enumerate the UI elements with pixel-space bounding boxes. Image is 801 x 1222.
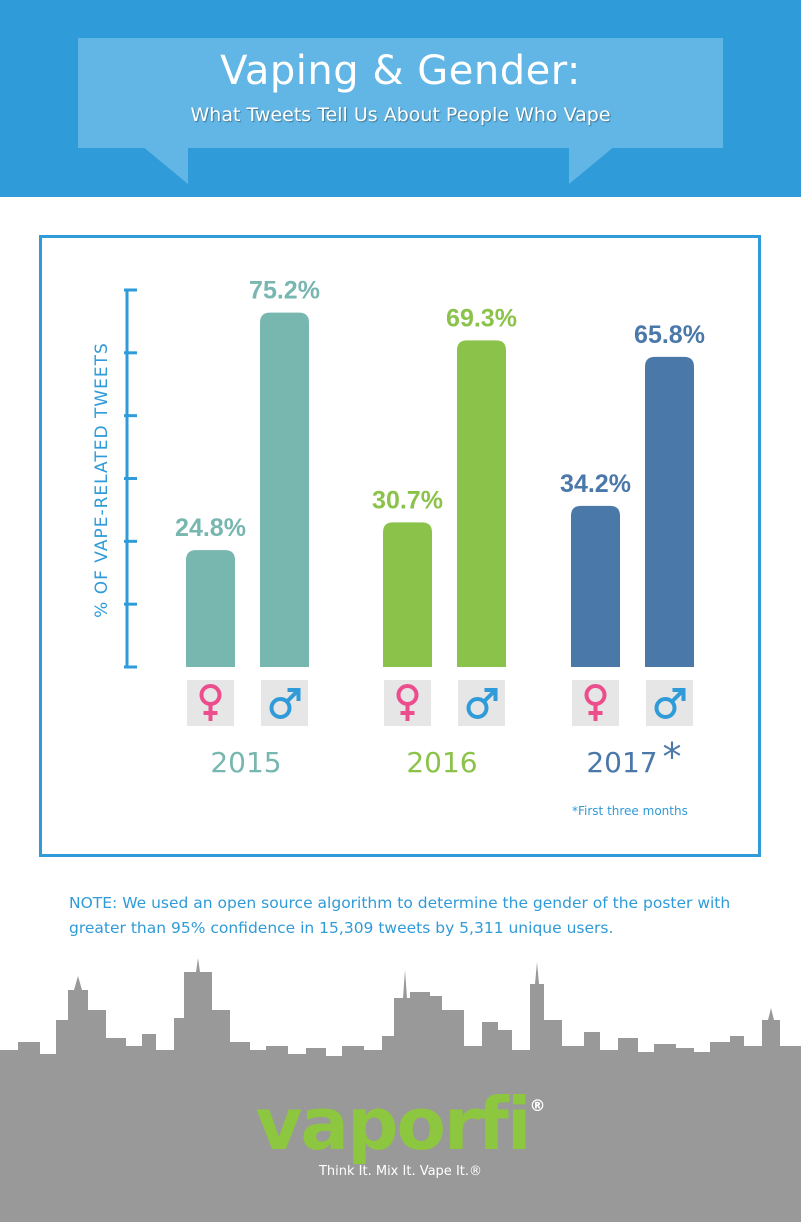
skyline-building [266,1046,288,1222]
speech-bubble-tail-right [569,146,615,184]
male-symbol-arrow [482,690,495,704]
skyline-building [762,1020,780,1222]
page-subtitle: What Tweets Tell Us About People Who Vap… [190,104,611,126]
male-symbol-icon [466,697,489,719]
male-symbol-icon [654,697,677,719]
data-label: 30.7% [372,486,443,514]
skyline-building [184,972,212,1222]
skyline-building [212,1010,230,1222]
skyline-building [306,1048,326,1222]
page-title: Vaping & Gender: [220,48,581,94]
bar [260,312,309,667]
methodology-note: NOTE: We used an open source algorithm t… [69,894,731,937]
skyline-spire [403,970,407,998]
skyline-building [562,1046,584,1222]
skyline-spire [535,962,539,984]
data-label: 75.2% [249,277,320,305]
skyline-building [174,1018,186,1222]
skyline-building [364,1050,382,1222]
speech-bubble-tail-left [142,146,188,184]
skyline-building [342,1046,364,1222]
skyline-building [288,1054,306,1222]
logo-text: vaporfi [255,1082,531,1166]
skyline-building [126,1046,142,1222]
male-symbol-icon [269,697,292,719]
chart-frame [39,235,761,857]
skyline-building [56,1020,70,1222]
header-banner: Vaping & Gender: What Tweets Tell Us Abo… [0,0,801,197]
skyline-building [394,998,410,1222]
male-symbol-arrow [670,690,683,704]
skyline-building [584,1032,600,1222]
skyline-spire [768,1008,774,1020]
x-tick-label-footnote-marker: * [663,735,682,779]
data-label: 34.2% [560,470,631,498]
skyline-spire [196,958,200,972]
skyline-building [654,1044,676,1222]
logo-registered-mark: ® [529,1096,546,1115]
skyline-building [676,1048,694,1222]
bar [457,340,506,667]
skyline-building [638,1052,654,1222]
skyline-building [0,1050,18,1222]
chart-footnote: *First three months [572,804,688,818]
male-symbol-arrow [285,690,298,704]
data-label: 69.3% [446,304,517,332]
skyline-spire [74,976,82,990]
skyline-building [40,1054,56,1222]
skyline-building [230,1042,250,1222]
data-label: 24.8% [175,514,246,542]
x-tick-label: 2016 [406,746,477,779]
skyline-building [482,1022,498,1222]
skyline-building [442,1010,464,1222]
gender-icon-box [458,680,505,726]
skyline-building [512,1050,530,1222]
skyline-building [464,1046,482,1222]
bar [383,522,432,667]
skyline-building [694,1052,710,1222]
male-symbol-arrowhead [287,688,301,701]
skyline-building [88,1010,106,1222]
skyline-building [410,992,430,1222]
skyline-building [730,1036,744,1222]
skyline-building [710,1042,730,1222]
skyline-building [498,1030,512,1222]
skyline-building [544,1020,562,1222]
skyline-building [600,1050,618,1222]
brand-tagline: Think It. Mix It. Vape It.® [318,1164,483,1179]
bar [186,550,235,667]
skyline-building [744,1046,762,1222]
city-skyline-illustration [0,958,801,1222]
male-symbol-arrowhead [672,688,686,701]
skyline-building [326,1056,342,1222]
gender-icon-box [646,680,693,726]
skyline-building [250,1050,266,1222]
skyline-building [156,1050,174,1222]
skyline-building [430,996,442,1222]
skyline-building [18,1042,40,1222]
bar [645,356,694,667]
y-axis-label: % OF VAPE-RELATED TWEETS [92,342,112,618]
skyline-building [106,1038,126,1222]
brand-logo[interactable]: vaporfi® [0,1082,801,1166]
gender-icon-box [261,680,308,726]
x-tick-label: 2015 [210,746,281,779]
bar [571,505,620,667]
skyline-building [142,1034,156,1222]
skyline-building [530,984,544,1222]
skyline-building [780,1046,801,1222]
data-label: 65.8% [634,321,705,349]
skyline-building [382,1036,396,1222]
skyline-building [618,1038,638,1222]
speech-bubble [78,38,723,148]
skyline-building [68,990,88,1222]
bar-chart: 24.8% 75.2% 2015 30.7% 69.3% 2016 34.2% 65.8% 20… [124,277,705,779]
male-symbol-arrowhead [484,688,498,701]
x-tick-label: 2017 [586,746,657,779]
